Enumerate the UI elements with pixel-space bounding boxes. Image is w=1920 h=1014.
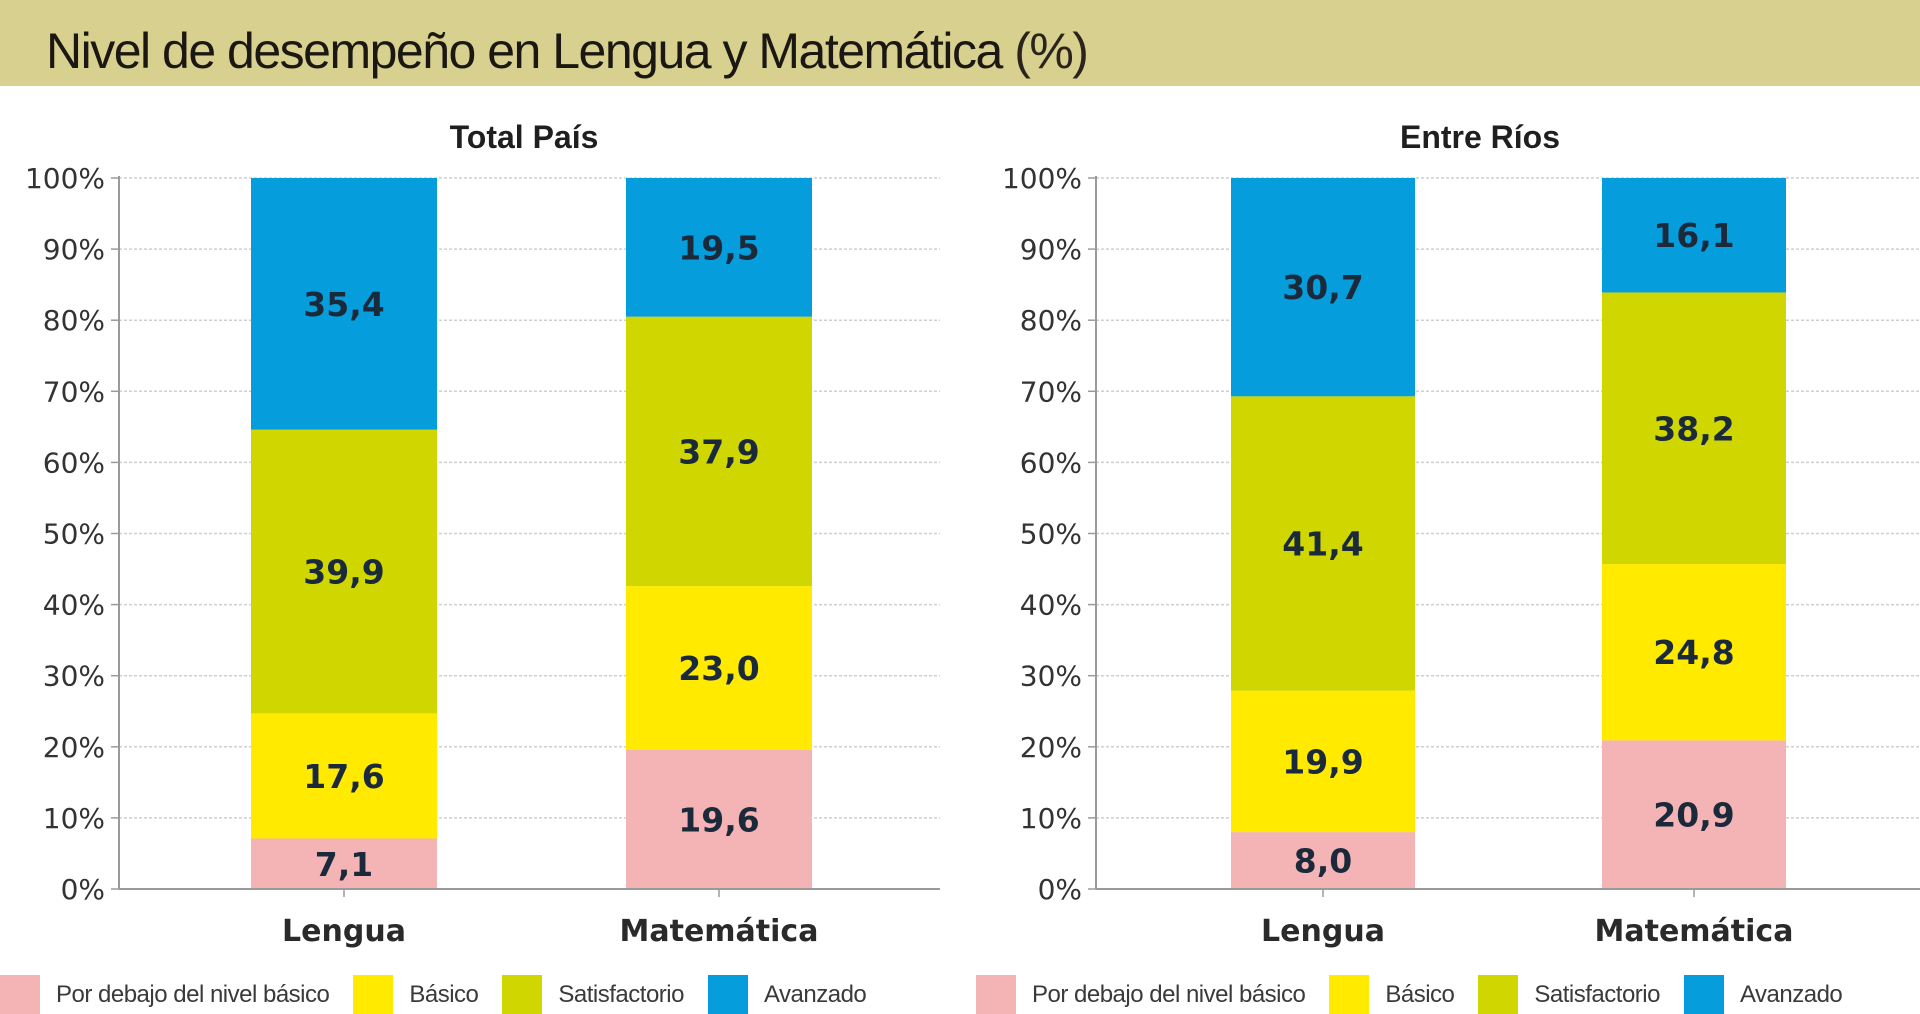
data-label: 20,9: [1653, 796, 1734, 835]
x-category-label: Lengua: [1261, 914, 1385, 949]
y-tick-label: 90%: [43, 233, 105, 266]
bar-segment-avanzado: [251, 178, 437, 430]
bar-segment-avanzado: [626, 178, 812, 317]
legend-swatch: [1329, 975, 1370, 1014]
data-label: 8,0: [1294, 842, 1352, 881]
legend-label: Por debajo del nivel básico: [1032, 980, 1306, 1008]
bar-segment-por-debajo: [1602, 740, 1786, 889]
data-label: 39,9: [303, 553, 384, 592]
x-category-label: Matemática: [1595, 914, 1794, 949]
legend-swatch: [976, 975, 1016, 1014]
bar-segment-basico: [1231, 690, 1415, 833]
bar-segment-por-debajo: [626, 749, 812, 889]
legend-item: Satisfactorio: [502, 975, 684, 1014]
legend-swatch: [353, 975, 394, 1014]
legend-swatch: [502, 975, 543, 1014]
y-tick-label: 30%: [43, 660, 105, 693]
panel-title-entre-rios: Entre Ríos: [1400, 119, 1560, 155]
bar-segment-avanzado: [1602, 178, 1786, 293]
legend-label: Satisfactorio: [1534, 980, 1660, 1008]
legend-swatch: [0, 975, 40, 1014]
title-band: Nivel de desempeño en Lengua y Matemátic…: [0, 0, 1920, 86]
bar-segment-satisfactorio: [1231, 396, 1415, 691]
bar-segment-satisfactorio: [251, 429, 437, 714]
y-tick-label: 10%: [43, 802, 105, 835]
legend-entre-rios: Por debajo del nivel básico Básico Satisfa…: [976, 975, 1866, 1014]
panel-title-total-pais: Total País: [450, 119, 599, 155]
data-label: 17,6: [303, 757, 384, 796]
chart-title-text: Nivel de desempeño en Lengua y Matemátic…: [46, 23, 1003, 79]
y-tick-label: 50%: [43, 518, 105, 551]
y-tick-label: 0%: [61, 873, 105, 906]
legend-label: Avanzado: [763, 980, 867, 1008]
legend-item: Por debajo del nivel básico: [976, 975, 1306, 1014]
y-tick-label: 50%: [1020, 518, 1082, 551]
x-category-label: Lengua: [282, 914, 406, 949]
y-tick-label: 80%: [43, 304, 105, 337]
data-label: 37,9: [678, 432, 759, 471]
data-label: 19,5: [678, 228, 759, 267]
y-tick-label: 70%: [1020, 375, 1082, 408]
y-tick-label: 20%: [43, 731, 105, 764]
legend-item: Satisfactorio: [1478, 975, 1660, 1014]
legend-label: Avanzado: [1739, 980, 1843, 1008]
legend-label: Satisfactorio: [558, 980, 684, 1008]
data-label: 7,1: [315, 845, 373, 884]
x-category-label: Matemática: [620, 914, 819, 949]
data-label: 35,4: [303, 285, 384, 324]
data-label: 19,6: [678, 800, 759, 839]
bar-segment-basico: [626, 586, 812, 750]
y-tick-label: 100%: [25, 162, 105, 195]
y-tick-label: 100%: [1002, 162, 1082, 195]
data-label: 38,2: [1653, 409, 1734, 448]
legend-item: Avanzado: [707, 975, 867, 1014]
legend-label: Básico: [409, 980, 479, 1008]
y-tick-label: 60%: [43, 446, 105, 479]
legend-item: Por debajo del nivel básico: [0, 975, 330, 1014]
legend-swatch: [1683, 975, 1724, 1014]
data-label: 41,4: [1282, 524, 1363, 563]
bar-segment-basico: [251, 713, 437, 839]
bar-segment-por-debajo: [1231, 832, 1415, 889]
data-label: 30,7: [1282, 268, 1363, 307]
y-tick-label: 10%: [1020, 802, 1082, 835]
y-tick-label: 60%: [1020, 446, 1082, 479]
data-label: 23,0: [678, 649, 759, 688]
bar-segment-basico: [1602, 564, 1786, 741]
legend-total-pais: Por debajo del nivel básico Básico Satisfa…: [0, 975, 890, 1014]
bar-segment-satisfactorio: [626, 316, 812, 587]
chart-title-unit: (%): [1014, 23, 1089, 79]
bar-segment-avanzado: [1231, 178, 1415, 397]
y-tick-label: 80%: [1020, 304, 1082, 337]
data-label: 19,9: [1282, 742, 1363, 781]
legend-swatch: [707, 975, 748, 1014]
y-tick-label: 30%: [1020, 660, 1082, 693]
legend-item: Básico: [353, 975, 479, 1014]
legend-label: Básico: [1385, 980, 1455, 1008]
y-tick-label: 40%: [43, 589, 105, 622]
y-tick-label: 0%: [1038, 873, 1082, 906]
y-tick-label: 20%: [1020, 731, 1082, 764]
legend-label: Por debajo del nivel básico: [56, 980, 330, 1008]
bar-segment-satisfactorio: [1602, 292, 1786, 565]
legend-swatch: [1478, 975, 1519, 1014]
legend-item: Avanzado: [1683, 975, 1843, 1014]
y-tick-label: 40%: [1020, 589, 1082, 622]
bar-segment-por-debajo: [251, 838, 437, 889]
y-tick-label: 70%: [43, 375, 105, 408]
y-tick-label: 90%: [1020, 233, 1082, 266]
data-label: 16,1: [1653, 216, 1734, 255]
legend-item: Básico: [1329, 975, 1455, 1014]
data-label: 24,8: [1653, 633, 1734, 672]
chart-title: Nivel de desempeño en Lengua y Matemátic…: [46, 22, 1089, 80]
